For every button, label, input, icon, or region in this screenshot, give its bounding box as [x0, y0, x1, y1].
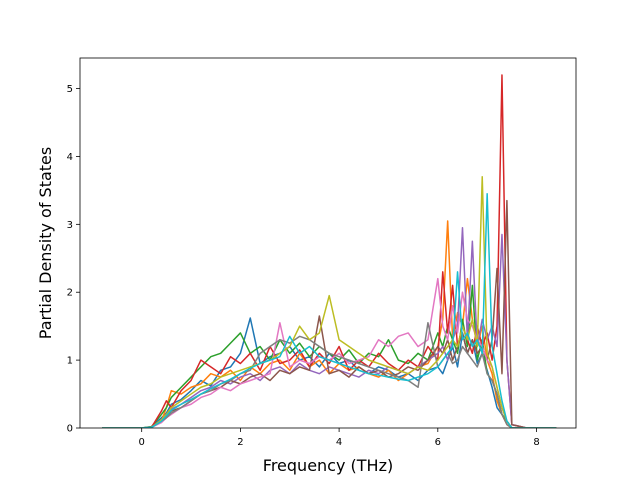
y-tick-label: 1: [67, 356, 73, 367]
y-tick-label: 4: [67, 152, 73, 163]
x-tick-label: 6: [435, 437, 441, 448]
series-line-8: [102, 322, 557, 428]
series-line-9: [102, 176, 557, 428]
series-layer: [102, 74, 557, 428]
x-tick-label: 0: [139, 437, 145, 448]
x-axis: 0 2 4 6 8: [139, 428, 540, 448]
series-line-10: [102, 193, 557, 428]
y-axis-title: Partial Density of States: [36, 147, 55, 339]
x-tick-label: 4: [336, 437, 342, 448]
y-tick-label: 0: [67, 424, 73, 435]
y-tick-label: 5: [67, 84, 73, 95]
x-tick-label: 2: [237, 437, 243, 448]
x-axis-title: Frequency (THz): [263, 456, 393, 475]
y-tick-label: 2: [67, 288, 73, 299]
plot-frame: [79, 57, 577, 429]
y-tick-label: 3: [67, 220, 73, 231]
x-tick-label: 8: [533, 437, 539, 448]
y-axis: 0 1 2 3 4 5: [67, 84, 80, 435]
